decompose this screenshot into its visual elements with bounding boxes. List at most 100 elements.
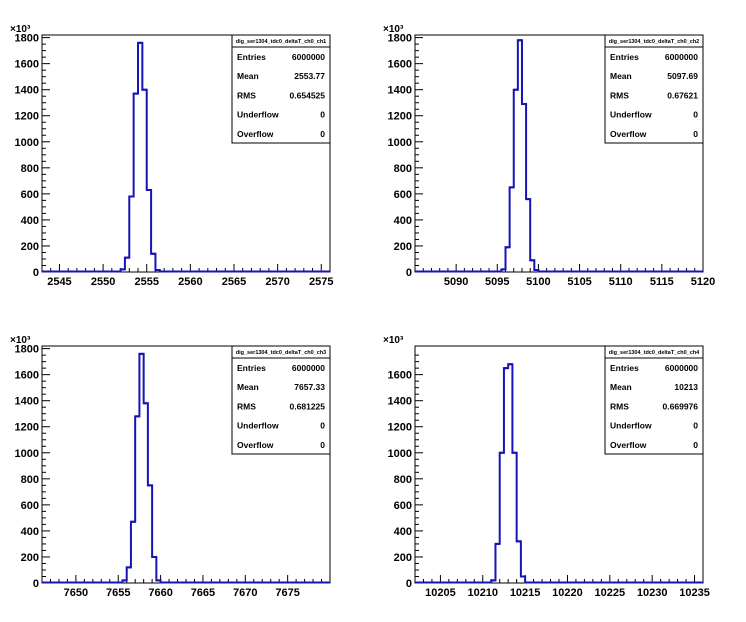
stat-label: Mean (610, 71, 632, 81)
y-tick-label: 1400 (388, 396, 412, 408)
y-tick-label: 400 (394, 215, 412, 227)
histogram-panel-1: 0 200 400 600 800 1000 1200 1400 1600 1800×10³ 254… (10, 24, 334, 288)
stats-box: dig_ser1304_tdc0_deltaT_ch0_ch4 Entries 60… (604, 345, 704, 455)
stats-box-frame (604, 345, 704, 455)
x-tick-label: 2555 (134, 276, 158, 288)
y-tick-label: 800 (394, 474, 412, 486)
histogram-panel-3: 0 200 400 600 800 1000 1200 1400 1600 1800×10³ 765… (10, 335, 331, 599)
y-tick-label: 1000 (388, 137, 412, 149)
y-tick-label: 400 (394, 526, 412, 538)
x-tick-label: 2570 (265, 276, 289, 288)
y-tick-label: 1400 (15, 396, 39, 408)
stat-label: Underflow (237, 421, 279, 431)
y-tick-label: 200 (21, 241, 39, 253)
y-exponent-label: ×10³ (10, 24, 31, 35)
y-tick-label: 400 (21, 526, 39, 538)
y-tick-label: 600 (394, 189, 412, 201)
stat-label: Mean (237, 382, 259, 392)
stat-value: 0 (320, 129, 325, 139)
stat-label: Entries (610, 52, 639, 62)
stat-label: Overflow (610, 440, 647, 450)
y-tick-label: 1600 (388, 370, 412, 382)
stat-value: 10213 (674, 382, 698, 392)
y-tick-label: 1000 (15, 448, 39, 460)
y-tick-label: 0 (406, 578, 412, 590)
stat-label: Mean (610, 382, 632, 392)
stat-value: 0 (693, 421, 698, 431)
stat-label: Mean (237, 71, 259, 81)
stat-label: RMS (237, 90, 256, 100)
histogram-title: dig_ser1304_tdc0_deltaT_ch0_ch3 (236, 350, 327, 356)
y-tick-label: 1000 (388, 448, 412, 460)
y-tick-label: 600 (21, 500, 39, 512)
x-tick-label: 7655 (106, 587, 130, 599)
y-tick-label: 0 (33, 267, 39, 279)
y-tick-label: 1200 (15, 111, 39, 123)
y-tick-label: 400 (21, 215, 39, 227)
y-tick-label: 1200 (388, 111, 412, 123)
stats-box: dig_ser1304_tdc0_deltaT_ch0_ch2 Entries 60… (604, 34, 704, 144)
y-tick-label: 800 (394, 163, 412, 175)
stat-label: Entries (610, 363, 639, 373)
y-tick-label: 0 (33, 578, 39, 590)
y-tick-label: 0 (406, 267, 412, 279)
x-tick-label: 10225 (595, 587, 626, 599)
stat-value: 0 (693, 440, 698, 450)
y-tick-label: 1600 (388, 59, 412, 71)
y-tick-label: 1000 (15, 137, 39, 149)
y-tick-label: 1800 (15, 33, 39, 45)
stat-value: 0 (320, 440, 325, 450)
x-tick-label: 10235 (679, 587, 710, 599)
stat-value: 0 (693, 110, 698, 120)
stat-label: Entries (237, 363, 266, 373)
x-tick-label: 5095 (485, 276, 509, 288)
y-tick-label: 1600 (15, 370, 39, 382)
x-tick-label: 5110 (609, 276, 633, 288)
stat-value: 0.669976 (663, 401, 699, 411)
x-tick-label: 2545 (47, 276, 71, 288)
y-exponent-label: ×10³ (10, 335, 31, 346)
stat-value: 0 (320, 110, 325, 120)
stats-box: dig_ser1304_tdc0_deltaT_ch0_ch1 Entries 60… (231, 34, 331, 144)
stat-value: 2553.77 (294, 71, 325, 81)
y-tick-label: 600 (394, 500, 412, 512)
stat-label: Overflow (237, 129, 274, 139)
histogram-panel-2: 0 200 400 600 800 1000 1200 1400 1600 1800×10³ 509… (383, 24, 715, 288)
stat-label: Underflow (610, 110, 652, 120)
stat-label: Overflow (237, 440, 274, 450)
y-tick-label: 1200 (388, 422, 412, 434)
stat-value: 0 (693, 129, 698, 139)
y-exponent-label: ×10³ (383, 335, 404, 346)
x-tick-label: 5105 (567, 276, 591, 288)
y-tick-label: 200 (21, 552, 39, 564)
stat-value: 7657.33 (294, 382, 325, 392)
y-tick-label: 1400 (15, 85, 39, 97)
y-tick-label: 1200 (15, 422, 39, 434)
x-tick-label: 7665 (191, 587, 215, 599)
x-tick-label: 10210 (467, 587, 498, 599)
stats-box-frame (231, 345, 331, 455)
stats-box-frame (231, 34, 331, 144)
x-tick-label: 7650 (64, 587, 88, 599)
x-tick-label: 5090 (444, 276, 468, 288)
x-tick-label: 7670 (233, 587, 257, 599)
y-tick-label: 800 (21, 163, 39, 175)
y-exponent-label: ×10³ (383, 24, 404, 35)
x-tick-label: 5115 (650, 276, 674, 288)
y-tick-label: 1800 (388, 33, 412, 45)
x-tick-label: 10215 (510, 587, 541, 599)
x-tick-label: 10230 (637, 587, 668, 599)
stat-value: 0 (320, 421, 325, 431)
stats-box: dig_ser1304_tdc0_deltaT_ch0_ch3 Entries 60… (231, 345, 331, 455)
y-tick-label: 1400 (388, 85, 412, 97)
x-tick-label: 10205 (425, 587, 456, 599)
y-tick-label: 1600 (15, 59, 39, 71)
stat-label: Overflow (610, 129, 647, 139)
stat-label: RMS (610, 401, 629, 411)
stat-value: 6000000 (292, 363, 325, 373)
x-tick-label: 7675 (275, 587, 299, 599)
x-tick-label: 2565 (222, 276, 246, 288)
stat-value: 0.681225 (290, 401, 326, 411)
x-tick-label: 5100 (526, 276, 550, 288)
